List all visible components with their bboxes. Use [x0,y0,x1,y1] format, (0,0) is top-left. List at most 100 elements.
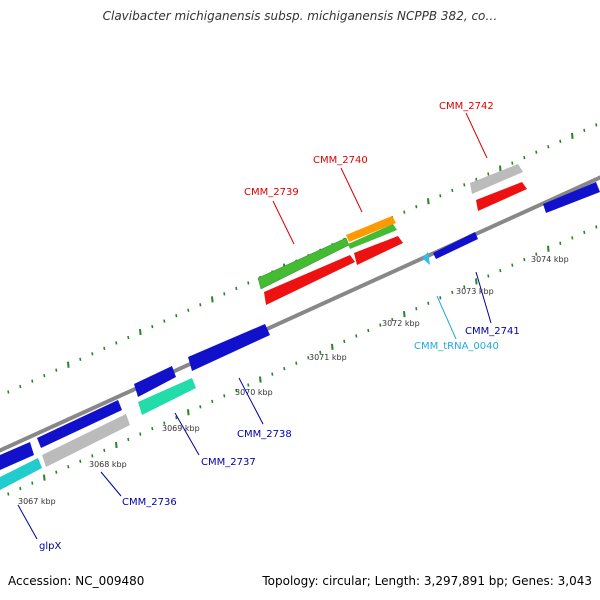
page-title: Clavibacter michiganensis subsp. michiga… [102,9,498,23]
scale-tick [211,296,214,303]
scale-tick [31,379,34,383]
scale-tick [259,376,262,383]
scale-label-3068: 3068 kbp [89,460,127,469]
scale-tick [235,388,238,393]
scale-tick [175,416,178,420]
scale-tick [283,366,286,371]
gene-cmm-2736-arrow[interactable] [42,414,130,467]
scale-tick [391,317,394,322]
scale-tick [499,165,502,172]
genome-backbone [0,175,600,453]
topology-text: Topology: circular; Length: 3,297,891 bp… [262,574,592,588]
scale-tick [475,278,478,285]
scale-tick [403,311,406,318]
label-cmm-trna-0040[interactable]: CMM_tRNA_0040 [414,341,499,352]
scale-tick [115,441,118,449]
label-cmm-2741[interactable]: CMM_2741 [465,326,520,337]
scale-tick [91,454,94,458]
scale-tick [547,145,550,149]
scale-tick [247,383,250,387]
gene-blue-right-arrow[interactable] [543,182,600,213]
scale-tick [223,394,226,398]
scale-tick [559,241,562,245]
label-cmm-2736[interactable]: CMM_2736 [122,497,177,508]
scale-tick [415,307,418,311]
gene-cmm-2740-red-arrow[interactable] [354,236,403,265]
scale-tick [91,352,94,356]
gene-cmm-2742-red-arrow[interactable] [476,182,527,211]
scale-tick [427,301,430,305]
scale-tick [295,361,298,365]
gene-cmm-2740-green-arrow[interactable] [348,224,397,249]
label-cmm-2740[interactable]: CMM_2740 [313,155,368,166]
scale-tick [199,405,202,409]
scale-label-3071: 3071 kbp [309,353,347,362]
scale-tick [487,274,490,278]
scale-tick [547,245,550,252]
scale-tick [403,210,406,214]
scale-tick [535,150,538,154]
scale-tick [31,481,34,485]
scale-tick [415,205,418,209]
scale-tick [7,492,10,496]
scale-tick [511,263,514,267]
scale-tick [367,328,370,333]
scale-tick [175,314,178,318]
gene-cmm-2740-orange-arrow[interactable] [346,216,396,242]
scale-tick [163,319,166,323]
gene-cmm-2742-gray-arrow[interactable] [470,164,523,194]
scale-tick [127,335,130,340]
gene-cmm-2738-arrow[interactable] [188,324,270,371]
gene-cmm-2737-arrow[interactable] [138,378,196,415]
scale-tick [571,132,574,139]
scale-tick [595,225,598,229]
gene-cmm-2741-arrow[interactable] [433,232,478,259]
scale-tick [583,230,586,235]
label-cmm-2738[interactable]: CMM_2738 [237,429,292,440]
scale-tick [511,161,514,165]
scale-tick [19,384,22,389]
gene-cmm-2739-red-arrow[interactable] [264,255,355,305]
scale-tick [499,268,502,273]
scale-label-3070: 3070 kbp [235,388,273,397]
scale-tick [139,328,142,336]
scale-tick [559,139,562,143]
scale-tick [451,188,454,193]
label-cmm-2737[interactable]: CMM_2737 [201,457,256,468]
scale-tick [355,334,358,338]
scale-tick [103,346,106,351]
scale-tick [271,372,274,376]
scale-tick [187,308,190,312]
label-cmm-2742[interactable]: CMM_2742 [439,101,494,112]
scale-tick [43,474,46,481]
reverse-tick-row [7,225,598,496]
scale-tick [343,339,346,344]
scale-tick [115,341,118,345]
scale-tick [19,486,22,491]
scale-tick [439,194,442,198]
scale-tick [67,465,70,469]
gene-blue-arrow-2[interactable] [134,366,176,397]
scale-tick [55,368,58,372]
scale-tick [55,470,58,474]
scale-label-3067: 3067 kbp [18,497,56,506]
label-glpx[interactable]: glpX [39,541,61,552]
scale-tick [535,252,538,256]
scale-tick [319,350,322,354]
scale-tick [571,236,574,240]
scale-tick [427,198,430,205]
scale-tick [127,437,130,442]
gene-blue-left-arrow[interactable] [0,442,34,470]
scale-tick [7,390,10,394]
label-cmm-2739[interactable]: CMM_2739 [244,187,299,198]
trna-cmm-trna-0040-arrow[interactable] [422,252,430,265]
scale-tick [247,281,250,285]
scale-tick [79,459,82,463]
scale-tick [235,286,238,291]
gene-glpx-arrow[interactable] [0,458,42,490]
scale-tick [379,323,382,327]
gene-blue-arrow-3[interactable] [37,400,122,448]
scale-tick [163,421,166,425]
scale-label-3072: 3072 kbp [382,319,420,328]
scale-tick [307,356,310,360]
